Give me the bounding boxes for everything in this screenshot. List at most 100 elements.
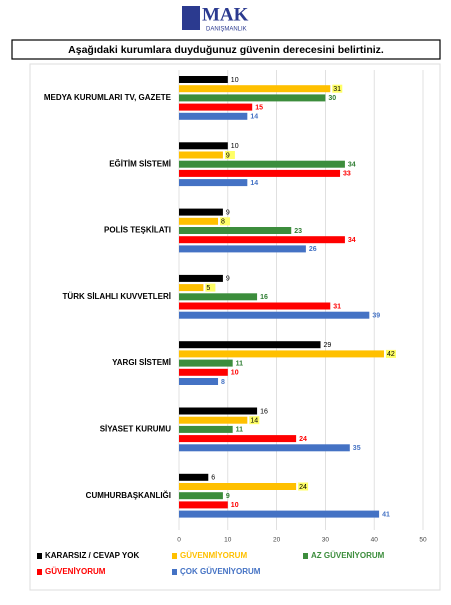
value-label: 34	[348, 162, 356, 169]
logo-sub: DANIŞMANLIK	[206, 27, 247, 33]
category-label: TÜRK SİLAHLI KUVVETLERİ	[63, 292, 171, 301]
category-label: SİYASET KURUMU	[100, 425, 171, 434]
value-label: 30	[328, 95, 336, 102]
bar	[179, 236, 345, 244]
bar	[179, 501, 228, 509]
logo-mark	[182, 6, 200, 30]
value-label-bg	[332, 84, 343, 93]
legend-label: GÜVENİYORUM	[45, 567, 106, 576]
bar	[179, 425, 233, 433]
value-label: 9	[226, 493, 230, 500]
plot-border	[29, 63, 441, 591]
value-label: 11	[236, 360, 244, 367]
bar	[179, 151, 223, 159]
bar	[179, 302, 331, 310]
bar	[179, 293, 258, 301]
bar	[179, 492, 223, 500]
bar	[179, 368, 228, 376]
legend-swatch	[172, 569, 177, 575]
bar	[179, 217, 219, 225]
bar	[179, 160, 345, 168]
value-label: 14	[250, 180, 258, 187]
bar	[179, 483, 297, 490]
value-label-bg	[249, 416, 260, 425]
value-label: 34	[348, 237, 356, 244]
value-label-bg	[385, 349, 396, 358]
legend-swatch	[37, 569, 42, 575]
category-label: YARGI SİSTEMİ	[112, 358, 171, 367]
bar	[179, 227, 292, 234]
value-label: 31	[333, 303, 341, 310]
bar	[179, 473, 209, 481]
bar	[179, 208, 223, 216]
bar	[179, 435, 297, 443]
bar	[179, 284, 204, 292]
value-label-bg	[298, 482, 309, 491]
bar	[179, 103, 253, 111]
x-tick-label: 20	[273, 537, 281, 544]
chart-title: Aşağıdaki kurumlara duyduğunuz güvenin d…	[68, 44, 384, 56]
value-label: 6	[211, 475, 215, 482]
value-label: 9	[226, 209, 230, 216]
legend-swatch	[37, 553, 42, 559]
title-box	[11, 39, 441, 60]
legend-label: AZ GÜVENİYORUM	[311, 551, 385, 560]
bar	[179, 510, 380, 518]
legend-label: GÜVENMİYORUM	[180, 551, 247, 560]
x-tick-label: 30	[322, 537, 330, 544]
value-label: 8	[221, 219, 225, 226]
value-label: 33	[343, 171, 351, 178]
bar	[179, 179, 248, 187]
bar	[179, 245, 306, 253]
value-label: 26	[309, 246, 317, 253]
bar	[179, 311, 370, 319]
value-label: 16	[260, 408, 268, 415]
value-label-bg	[224, 151, 235, 159]
bar	[179, 350, 384, 358]
value-label: 23	[294, 228, 302, 235]
bar	[179, 142, 228, 150]
x-tick-label: 50	[419, 537, 427, 544]
value-label-bg	[205, 283, 216, 292]
value-label: 29	[324, 342, 332, 349]
x-tick-label: 40	[371, 537, 379, 544]
value-label: 9	[226, 276, 230, 283]
value-label: 24	[299, 436, 307, 443]
category-label: CUMHURBAŞKANLIĞI	[86, 491, 171, 500]
value-label: 9	[226, 152, 230, 159]
value-label: 35	[353, 445, 361, 452]
legend-swatch	[303, 553, 308, 559]
value-label: 10	[231, 370, 239, 377]
bar	[179, 94, 326, 102]
category-label: EĞİTİM SİSTEMİ	[109, 159, 171, 168]
bar	[179, 274, 223, 282]
value-label: 14	[250, 418, 258, 425]
bar	[179, 416, 248, 424]
legend-swatch	[172, 553, 177, 559]
value-label: 5	[206, 285, 210, 292]
bar	[179, 407, 258, 415]
bar	[179, 85, 331, 93]
value-label-bg	[220, 217, 231, 226]
logo: MAK	[202, 4, 249, 25]
bar	[179, 112, 248, 120]
value-label: 11	[236, 427, 244, 434]
bar	[179, 444, 350, 452]
value-label: 31	[333, 86, 341, 93]
value-label: 39	[372, 313, 380, 320]
value-label: 42	[387, 351, 395, 358]
value-label: 10	[231, 77, 239, 84]
value-label: 10	[231, 143, 239, 150]
legend-label: KARARSIZ / CEVAP YOK	[45, 551, 139, 560]
value-label: 16	[260, 294, 268, 301]
x-tick-label: 10	[224, 537, 232, 544]
category-label: POLİS TEŞKİLATI	[104, 226, 171, 235]
legend-label: ÇOK GÜVENİYORUM	[180, 567, 261, 576]
bar	[179, 169, 341, 177]
bar	[179, 359, 233, 367]
bar	[179, 76, 228, 83]
value-label: 14	[250, 114, 258, 121]
category-label: MEDYA KURUMLARI TV, GAZETE	[44, 93, 172, 102]
